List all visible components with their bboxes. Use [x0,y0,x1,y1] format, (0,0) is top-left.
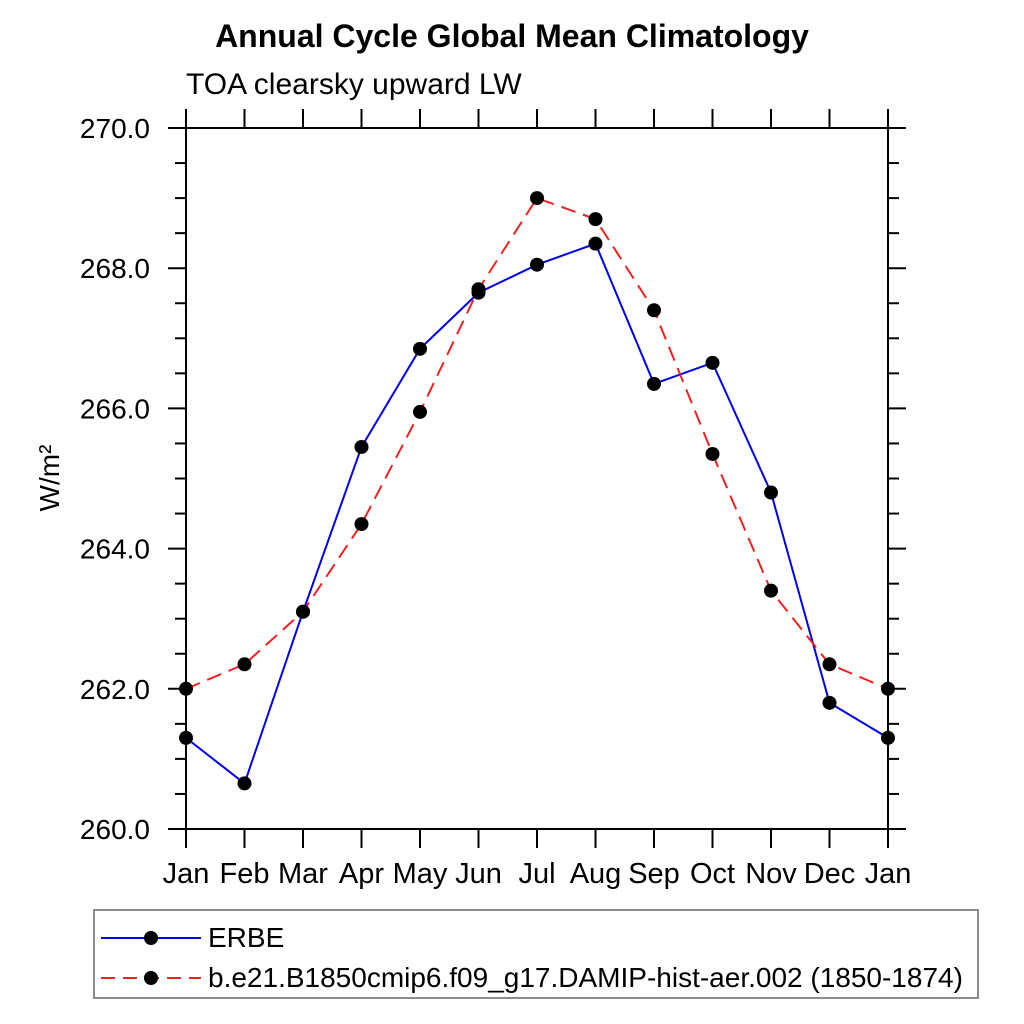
data-point-marker [764,583,778,598]
y-tick-label: 266.0 [80,393,150,424]
x-tick-label: Apr [339,858,384,890]
x-tick-label: Nov [745,858,797,890]
legend-label-model: b.e21.B1850cmip6.f09_g17.DAMIP-hist-aer.… [208,962,963,993]
data-point-marker [647,303,661,318]
data-point-marker [354,517,369,532]
data-point-marker [705,355,720,370]
data-point-marker [530,191,544,206]
legend-item-model: b.e21.B1850cmip6.f09_g17.DAMIP-hist-aer.… [95,958,977,998]
x-tick-label: Feb [220,858,270,890]
data-point-marker [588,212,603,227]
data-point-marker [705,446,720,461]
x-tick-label: Sep [628,858,680,890]
data-point-marker [588,236,603,251]
data-point-marker [413,341,427,356]
data-point-marker [354,439,369,454]
x-tick-label: Mar [278,858,328,890]
y-tick-label: 264.0 [80,534,150,565]
series-line-1 [185,196,889,690]
data-point-marker [530,257,544,272]
data-point-marker [237,657,252,672]
chart-title: Annual Cycle Global Mean Climatology [215,18,809,54]
data-point-marker [764,485,778,500]
y-tick-label: 262.0 [80,674,150,705]
legend: ERBE b.e21.B1850cmip6.f09_g17.DAMIP-hist… [93,909,979,999]
series-line-0 [185,242,889,786]
data-point-marker [179,681,193,696]
x-tick-label: Dec [804,858,856,890]
plot-frame [185,127,889,830]
x-tick-label: Jul [518,858,555,890]
y-tick-label: 268.0 [80,253,150,284]
data-point-marker [179,730,193,745]
legend-dashed-line-icon [101,971,201,985]
data-point-marker [296,604,310,619]
chart-subtitle: TOA clearsky upward LW [186,68,522,101]
data-point-marker [822,657,837,672]
x-tick-label: Jan [865,858,912,890]
y-tick-label: 270.0 [80,113,150,144]
legend-item-erbe: ERBE [95,918,977,958]
data-point-marker [237,776,252,791]
legend-label-erbe: ERBE [208,922,285,953]
data-point-marker [413,404,427,419]
data-point-marker [881,730,895,745]
x-tick-label: Aug [570,858,622,890]
x-tick-label: May [393,858,448,890]
legend-solid-line-icon [101,931,201,945]
data-point-marker [822,695,837,710]
x-tick-label: Jun [455,858,502,890]
y-tick-label: 260.0 [80,814,150,845]
data-point-marker [881,681,895,696]
x-tick-label: Oct [690,858,735,890]
data-point-marker [647,376,661,391]
x-tick-label: Jan [163,858,210,890]
data-point-marker [471,282,486,297]
